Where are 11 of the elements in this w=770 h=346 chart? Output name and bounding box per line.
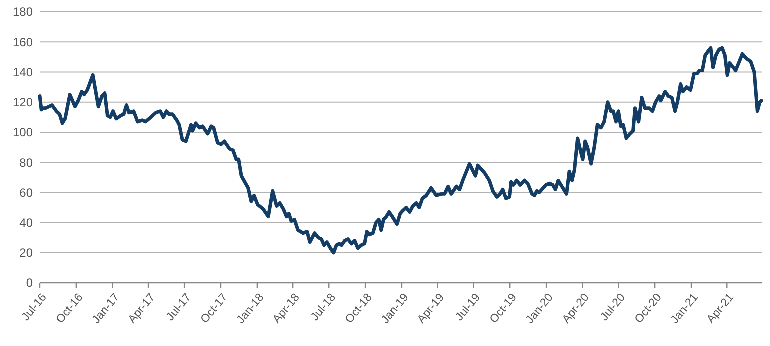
y-tick-label: 180: [12, 5, 34, 20]
y-tick-label: 80: [20, 156, 34, 170]
y-tick-label: 40: [20, 216, 34, 230]
y-tick-label: 160: [12, 35, 34, 50]
y-tick-label: 0: [26, 276, 34, 290]
y-tick-label: 20: [20, 246, 34, 260]
y-tick-label: 120: [12, 96, 34, 110]
y-tick-label: 140: [12, 65, 34, 80]
y-tick-label: 60: [20, 186, 34, 200]
line-series: [38, 46, 764, 255]
y-tick-label: 100: [12, 126, 34, 140]
